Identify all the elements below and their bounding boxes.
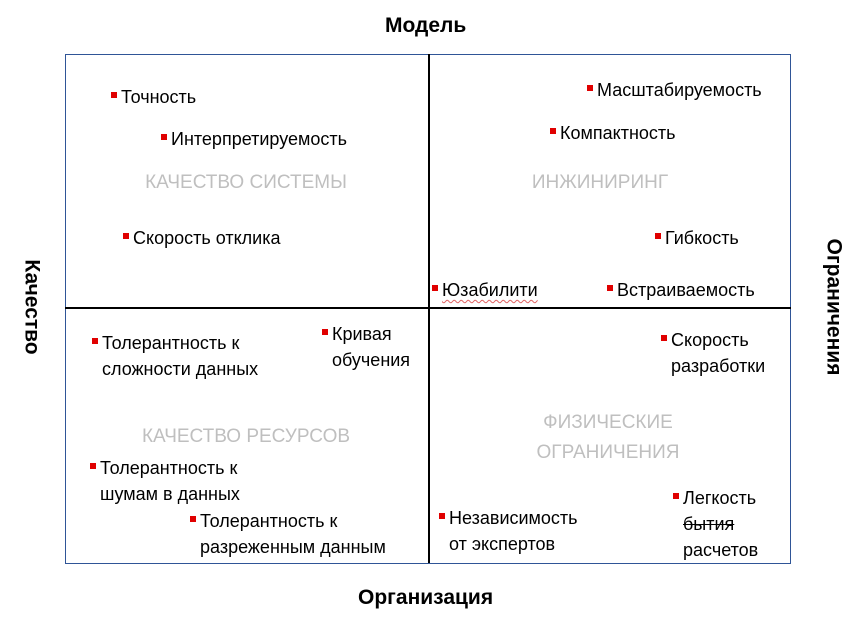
marker-icon <box>111 92 117 98</box>
marker-icon <box>439 513 445 519</box>
marker-icon <box>673 493 679 499</box>
item-computation-ease: Легкость бытия расчетов <box>673 485 758 563</box>
item-flexibility: Гибкость <box>655 225 739 251</box>
marker-icon <box>92 338 98 344</box>
item-sparse-tolerance: Толерантность к разреженным данным <box>190 508 386 560</box>
marker-icon <box>655 233 661 239</box>
item-accuracy: Точность <box>111 84 196 110</box>
item-expert-independence: Независимость от экспертов <box>439 505 578 557</box>
marker-icon <box>161 134 167 140</box>
quadrant-label-engineering: ИНЖИНИРИНГ <box>531 172 669 193</box>
item-response-speed: Скорость отклика <box>123 225 281 251</box>
item-learning-curve: Кривая обучения <box>322 321 410 373</box>
item-usability: Юзабилити <box>432 277 538 303</box>
item-compactness: Компактность <box>550 120 676 146</box>
marker-icon <box>90 463 96 469</box>
item-interpretability: Интерпретируемость <box>161 126 347 152</box>
quadrant-label-system-quality: КАЧЕСТВО СИСТЕМЫ <box>145 172 347 193</box>
horizontal-divider <box>65 307 791 309</box>
marker-icon <box>550 128 556 134</box>
axis-label-left: Качество <box>20 259 44 355</box>
item-scalability: Масштабируемость <box>587 77 762 103</box>
marker-icon <box>322 329 328 335</box>
item-development-speed: Скорость разработки <box>661 327 765 379</box>
marker-icon <box>432 285 438 291</box>
marker-icon <box>587 85 593 91</box>
quadrant-label-resource-quality: КАЧЕСТВО РЕСУРСОВ <box>141 426 351 447</box>
axis-label-bottom: Организация <box>358 586 494 609</box>
marker-icon <box>123 233 129 239</box>
quadrant-label-physical-constraints: ФИЗИЧЕСКИЕ ОГРАНИЧЕНИЯ <box>536 412 680 463</box>
marker-icon <box>190 516 196 522</box>
item-complexity-tolerance: Толерантность к сложности данных <box>92 330 258 382</box>
item-embeddability: Встраиваемость <box>607 277 755 303</box>
item-noise-tolerance: Толерантность к шумам в данных <box>90 455 240 507</box>
marker-icon <box>661 335 667 341</box>
marker-icon <box>607 285 613 291</box>
axis-label-right: Ограничения <box>822 238 846 376</box>
axis-label-top: Модель <box>385 14 467 37</box>
